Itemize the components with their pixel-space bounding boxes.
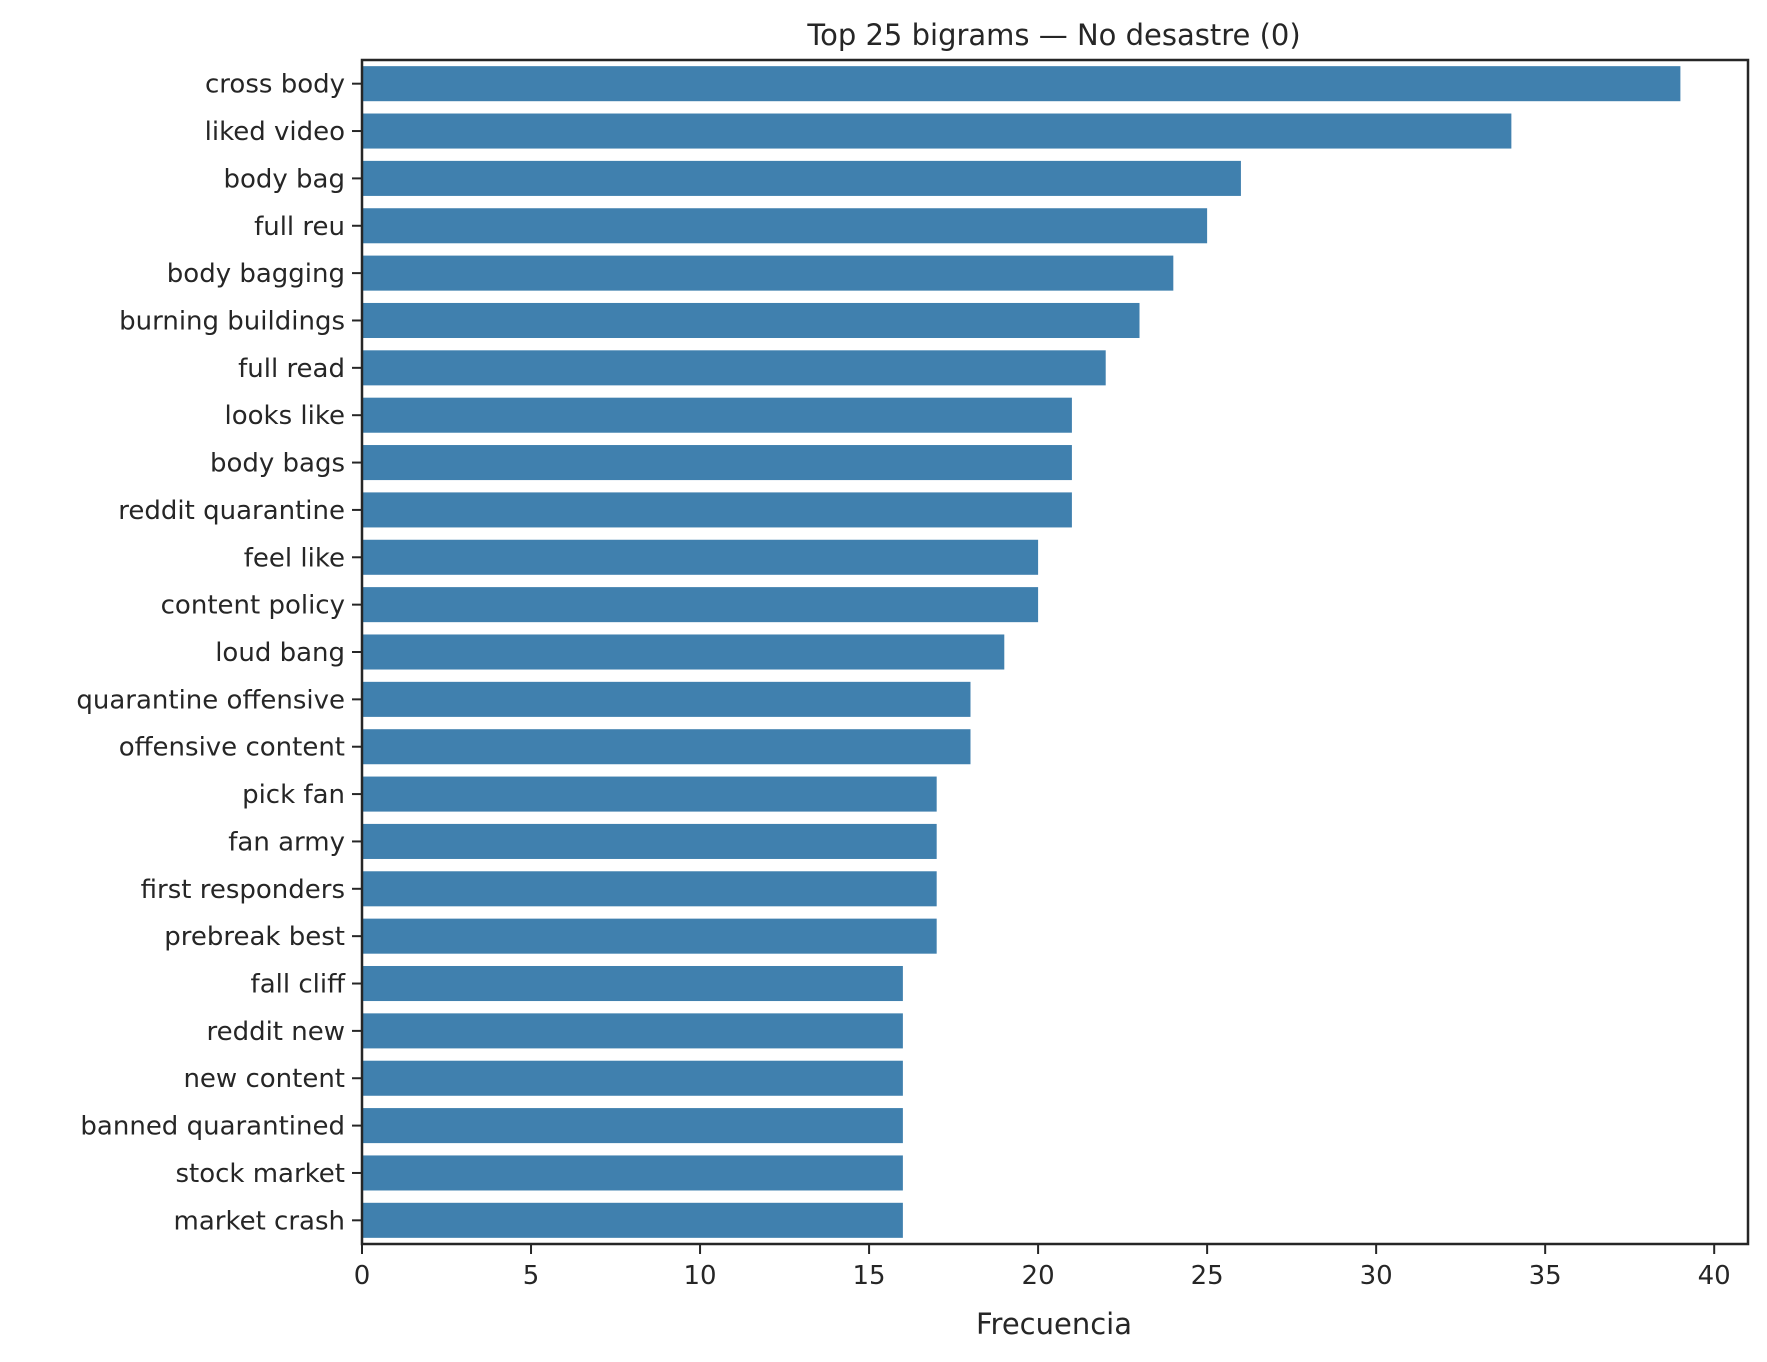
bar-first-responders [362,871,937,907]
y-axis-ticks: cross body liked video body bag full reu bod… [76,70,362,1236]
bar-loud-bang [362,634,1005,670]
bar-feel-like [362,539,1039,575]
bar-market-crash [362,1202,903,1238]
y-tick-label: offensive content [119,733,345,763]
y-tick-label: market crash [174,1206,345,1236]
x-tick-label: 20 [1022,1261,1055,1291]
bar-new-content [362,1060,903,1096]
x-tick-label: 0 [354,1261,371,1291]
x-tick-label: 35 [1529,1261,1562,1291]
bar-fan-army [362,823,937,859]
bar-looks-like [362,397,1072,433]
y-tick-label: stock market [175,1159,345,1189]
bar-offensive-content [362,729,971,765]
y-tick-label: body bagging [167,259,345,289]
y-tick-label: prebreak best [164,922,345,952]
bar-body-bag [362,160,1241,196]
bar-reddit-quarantine [362,492,1072,528]
y-tick-label: feel like [244,543,345,573]
y-tick-label: looks like [225,401,345,431]
bar-body-bagging [362,255,1174,291]
y-tick-label: body bags [210,449,345,479]
bar-pick-fan [362,776,937,812]
y-tick-label: reddit quarantine [118,496,345,526]
y-tick-label: content policy [161,591,345,621]
y-tick-label: burning buildings [119,306,345,336]
y-tick-label: loud bang [215,638,345,668]
bar-stock-market [362,1155,903,1191]
y-tick-label: fan army [228,827,345,857]
x-tick-label: 5 [523,1261,540,1291]
y-tick-label: body bag [223,164,345,194]
y-tick-label: fall cliff [251,970,347,1000]
y-tick-label: reddit new [206,1017,345,1047]
y-tick-label: first responders [141,875,345,905]
y-tick-label: quarantine offensive [76,685,345,715]
bars-group [362,66,1681,1238]
bar-liked-video [362,113,1512,149]
bar-full-reu [362,208,1208,244]
y-tick-label: cross body [205,70,345,100]
x-tick-label: 30 [1360,1261,1393,1291]
y-tick-label: banned quarantined [80,1112,345,1142]
y-tick-label: full reu [254,212,345,242]
y-tick-label: pick fan [242,780,345,810]
y-tick-label: new content [183,1064,345,1094]
bar-body-bags [362,445,1072,481]
bar-fall-cliff [362,965,903,1002]
plot-frame [360,58,1750,1246]
chart-title: Top 25 bigrams — No desastre (0) [806,18,1300,52]
bar-cross-body [362,66,1681,102]
x-tick-label: 15 [853,1261,886,1291]
bar-prebreak-best [362,918,937,954]
x-axis-ticks: 0 5 10 15 20 25 30 35 40 [354,1244,1731,1291]
bar-quarantine-offensive [362,681,971,717]
bar-banned-quarantined [362,1108,903,1144]
x-tick-label: 25 [1191,1261,1224,1291]
bar-reddit-new [362,1013,903,1049]
y-tick-label: liked video [205,117,345,147]
bar-burning-buildings [362,302,1140,339]
bar-full-read [362,350,1106,386]
x-tick-label: 40 [1698,1261,1731,1291]
x-tick-label: 10 [684,1261,717,1291]
bar-content-policy [362,587,1039,623]
y-tick-label: full read [238,354,345,384]
x-axis-label: Frecuencia [976,1307,1132,1341]
